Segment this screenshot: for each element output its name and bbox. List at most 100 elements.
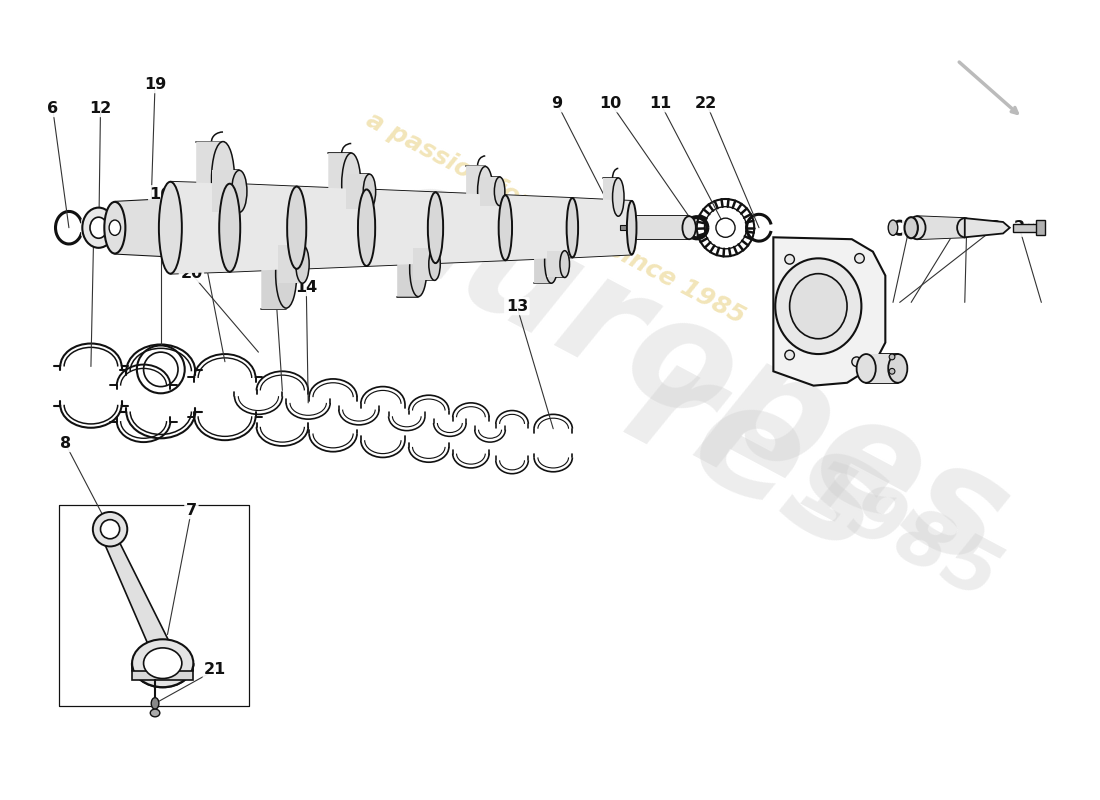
Polygon shape [917, 216, 965, 239]
Polygon shape [603, 178, 618, 216]
Polygon shape [1013, 224, 1042, 231]
Ellipse shape [889, 369, 895, 374]
Ellipse shape [151, 698, 158, 709]
Text: 1: 1 [961, 220, 972, 235]
Ellipse shape [287, 186, 306, 269]
Ellipse shape [158, 182, 182, 274]
Text: 14: 14 [295, 279, 318, 294]
Ellipse shape [144, 648, 182, 678]
Polygon shape [230, 184, 297, 272]
Ellipse shape [477, 166, 493, 216]
Polygon shape [535, 239, 551, 283]
Text: res: res [602, 328, 910, 586]
Ellipse shape [682, 216, 696, 239]
Ellipse shape [784, 254, 794, 264]
Bar [620, 225, 630, 230]
Ellipse shape [784, 350, 794, 360]
Polygon shape [366, 190, 436, 266]
Ellipse shape [100, 520, 120, 538]
Ellipse shape [276, 239, 297, 308]
Ellipse shape [428, 192, 443, 263]
Ellipse shape [776, 258, 861, 354]
Ellipse shape [613, 178, 624, 216]
Text: europes: europes [346, 142, 1032, 601]
Polygon shape [631, 216, 689, 239]
Ellipse shape [219, 184, 240, 272]
Ellipse shape [132, 639, 194, 687]
Ellipse shape [104, 202, 125, 254]
Polygon shape [346, 174, 370, 209]
Polygon shape [102, 538, 174, 652]
Polygon shape [548, 250, 564, 278]
Text: 4: 4 [952, 220, 962, 235]
Polygon shape [170, 182, 230, 274]
Polygon shape [397, 239, 418, 297]
Polygon shape [297, 186, 366, 269]
Text: 12: 12 [89, 101, 111, 115]
Text: 22: 22 [695, 96, 717, 110]
Ellipse shape [851, 357, 861, 366]
Ellipse shape [90, 217, 107, 238]
Polygon shape [132, 671, 194, 681]
Text: 3: 3 [990, 220, 1001, 235]
Polygon shape [481, 177, 499, 206]
Ellipse shape [211, 142, 234, 216]
Ellipse shape [627, 201, 637, 254]
Text: 17: 17 [262, 242, 284, 256]
Text: 19: 19 [144, 77, 166, 92]
Ellipse shape [342, 153, 361, 216]
Ellipse shape [909, 216, 925, 239]
Ellipse shape [888, 220, 898, 235]
Text: 18: 18 [185, 206, 207, 221]
Ellipse shape [151, 709, 160, 717]
Ellipse shape [232, 170, 246, 213]
Ellipse shape [429, 248, 440, 280]
Ellipse shape [160, 199, 180, 257]
Text: 10: 10 [600, 96, 621, 110]
Text: 21: 21 [205, 662, 227, 678]
Polygon shape [1035, 220, 1045, 235]
Ellipse shape [855, 254, 865, 263]
Ellipse shape [889, 354, 895, 360]
Ellipse shape [790, 274, 847, 338]
Ellipse shape [888, 354, 907, 382]
Polygon shape [212, 170, 240, 213]
Polygon shape [196, 142, 223, 216]
Ellipse shape [957, 218, 972, 238]
Ellipse shape [560, 250, 570, 278]
Polygon shape [572, 198, 631, 258]
Ellipse shape [109, 220, 121, 235]
Text: 15: 15 [82, 220, 104, 235]
Polygon shape [466, 166, 485, 216]
Polygon shape [328, 153, 351, 216]
Text: 20: 20 [180, 266, 202, 281]
Ellipse shape [498, 195, 513, 260]
Polygon shape [414, 248, 435, 280]
Polygon shape [773, 238, 886, 386]
Polygon shape [262, 239, 286, 309]
Text: 16: 16 [150, 186, 172, 202]
Ellipse shape [716, 218, 735, 238]
Text: 2: 2 [1014, 220, 1025, 235]
Ellipse shape [358, 190, 375, 266]
Polygon shape [965, 218, 1010, 238]
Ellipse shape [904, 217, 917, 238]
Ellipse shape [363, 174, 376, 209]
Text: 13: 13 [506, 298, 528, 314]
Ellipse shape [566, 198, 579, 258]
Text: a passion for parts since 1985: a passion for parts since 1985 [362, 108, 749, 329]
Polygon shape [866, 354, 898, 382]
Text: 5: 5 [904, 220, 915, 235]
Ellipse shape [857, 354, 876, 382]
Polygon shape [277, 245, 302, 283]
Text: 9: 9 [551, 96, 562, 110]
Ellipse shape [296, 245, 309, 283]
Text: 6: 6 [47, 101, 58, 115]
Ellipse shape [494, 177, 505, 206]
Text: 7: 7 [186, 502, 197, 518]
Polygon shape [505, 195, 572, 260]
Text: 1985: 1985 [789, 451, 1011, 617]
Ellipse shape [92, 512, 128, 546]
Ellipse shape [409, 239, 427, 297]
Text: 11: 11 [649, 96, 671, 110]
